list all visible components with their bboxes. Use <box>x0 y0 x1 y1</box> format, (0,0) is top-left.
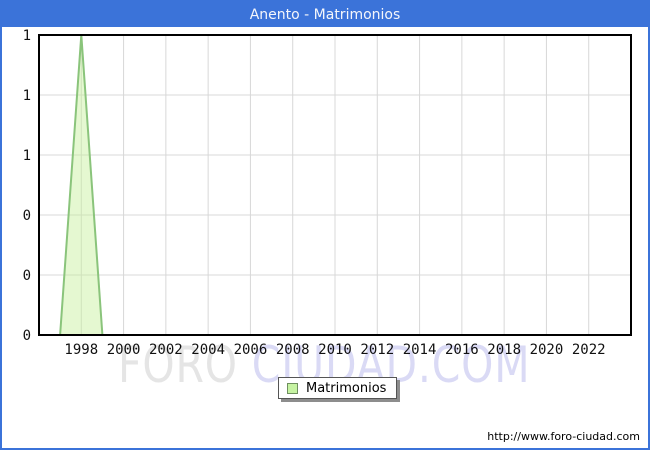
x-tick-label: 2018 <box>487 342 521 358</box>
y-tick-label: 0 <box>23 328 31 344</box>
x-tick-label: 2000 <box>107 342 141 358</box>
x-tick-label: 2008 <box>276 342 310 358</box>
y-tick-label: 1 <box>23 148 31 164</box>
legend-swatch-matrimonios <box>287 382 298 394</box>
footer-url: http://www.foro-ciudad.com <box>487 430 640 443</box>
area-series-matrimonios <box>38 34 611 336</box>
chart-title-bar: Anento - Matrimonios <box>2 2 648 27</box>
legend-label: Matrimonios <box>306 380 387 396</box>
x-tick-label: 2012 <box>360 342 394 358</box>
x-tick-label: 2002 <box>149 342 183 358</box>
y-tick-label: 0 <box>23 208 31 224</box>
y-tick-label: 1 <box>23 88 31 104</box>
legend-box: Matrimonios <box>278 377 398 399</box>
x-tick-label: 2006 <box>234 342 268 358</box>
x-tick-label: 2016 <box>445 342 479 358</box>
x-tick-label: 2004 <box>191 342 225 358</box>
x-tick-label: 2020 <box>530 342 564 358</box>
y-tick-label: 1 <box>23 28 31 44</box>
plot-border <box>38 34 632 336</box>
y-tick-label: 0 <box>23 268 31 284</box>
chart-title: Anento - Matrimonios <box>249 6 401 23</box>
x-tick-label: 2014 <box>403 342 437 358</box>
x-tick-label: 2010 <box>318 342 352 358</box>
x-tick-label: 1998 <box>64 342 98 358</box>
x-tick-label: 2022 <box>572 342 606 358</box>
